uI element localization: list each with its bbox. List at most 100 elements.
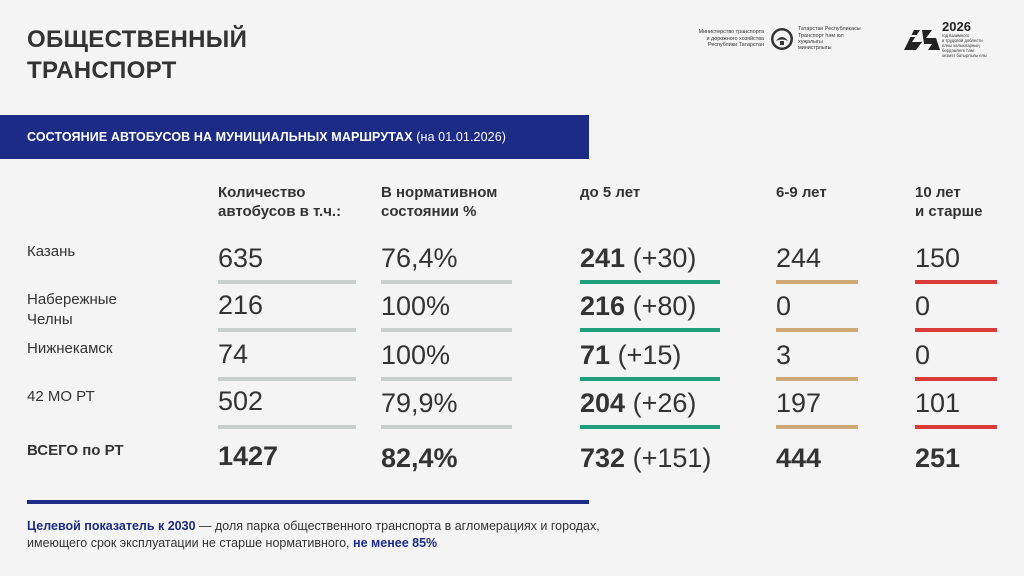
age5-value: 71 xyxy=(580,340,611,370)
cell-age69: 244 xyxy=(776,243,822,273)
cell-total-age69: 444 xyxy=(776,443,822,473)
cell-count: 74 xyxy=(218,339,249,369)
year-label: 2026 xyxy=(942,19,971,34)
cell-age69: 3 xyxy=(776,340,792,370)
row-label-line: Набережные xyxy=(27,291,117,308)
page-title-line-1: ОБЩЕСТВЕННЫЙ xyxy=(27,26,248,53)
year-2026-logo: 2026 год взаимного и трудовой доблести е… xyxy=(902,20,996,58)
note-target: не менее 85% xyxy=(353,536,438,550)
year-sub-line: бердәмлеге һәм xyxy=(942,48,974,53)
age5-delta: (+15) xyxy=(617,340,682,370)
age5-value: 732 xyxy=(580,443,626,473)
bar-age69 xyxy=(776,328,858,332)
section-banner: СОСТОЯНИЕ АВТОБУСОВ НА МУНИЦИАЛЬНЫХ МАРШ… xyxy=(0,115,589,159)
age5-value: 241 xyxy=(580,243,626,273)
cell-age10: 0 xyxy=(915,291,931,321)
year-sub-line: елны халыкларның xyxy=(942,43,980,48)
header-count: Количество автобусов в т.ч.: xyxy=(218,183,341,221)
header-age10-line: и старше xyxy=(915,203,983,220)
bar-age69 xyxy=(776,280,858,284)
cell-total-count: 1427 xyxy=(218,441,279,471)
year-subtitle: год взаимного и трудовой доблести елны х… xyxy=(942,33,996,58)
cell-age69: 0 xyxy=(776,291,792,321)
bar-norm xyxy=(381,377,512,381)
row-label-42mo: 42 МО РТ xyxy=(27,388,95,405)
cell-total-norm: 82,4% xyxy=(381,443,458,473)
bar-age10 xyxy=(915,280,997,284)
cell-age69: 197 xyxy=(776,388,822,418)
header-count-line: автобусов в т.ч.: xyxy=(218,203,342,220)
bar-count xyxy=(218,377,356,381)
bar-age10 xyxy=(915,328,997,332)
cell-age5: 204 (+26) xyxy=(580,388,696,418)
header-logos: Министерство транспорта и дорожного хозя… xyxy=(696,20,996,58)
year-sub-line: и трудовой доблести xyxy=(942,38,983,43)
divider-line xyxy=(27,500,589,504)
header-age69: 6-9 лет xyxy=(776,184,827,201)
header-norm-line: состоянии % xyxy=(381,203,477,220)
bar-age5 xyxy=(580,425,720,429)
row-label-line: Челны xyxy=(27,311,73,328)
cell-age5: 71 (+15) xyxy=(580,340,681,370)
bar-count xyxy=(218,280,356,284)
bar-count xyxy=(218,328,356,332)
ministry-ru-line: Министерство транспорта xyxy=(698,29,764,36)
age5-value: 204 xyxy=(580,388,626,418)
header-age10-line: 10 лет xyxy=(915,184,961,201)
cell-count: 635 xyxy=(218,243,264,273)
ministry-name-ru: Министерство транспорта и дорожного хозя… xyxy=(696,29,764,48)
bar-count xyxy=(218,425,356,429)
age5-delta: (+151) xyxy=(632,443,712,473)
ministry-tt-line: министрлыгы xyxy=(798,45,832,52)
banner-title: СОСТОЯНИЕ АВТОБУСОВ НА МУНИЦИАЛЬНЫХ МАРШ… xyxy=(27,130,413,144)
cell-total-age10: 251 xyxy=(915,443,961,473)
age5-delta: (+80) xyxy=(632,291,697,321)
bar-age69 xyxy=(776,425,858,429)
cell-age10: 0 xyxy=(915,340,931,370)
row-label-total: ВСЕГО по РТ xyxy=(27,442,124,459)
cell-total-age5: 732 (+151) xyxy=(580,443,711,473)
age5-delta: (+30) xyxy=(632,243,697,273)
cell-norm: 100% xyxy=(381,291,451,321)
bar-age10 xyxy=(915,425,997,429)
cell-age10: 150 xyxy=(915,243,961,273)
target-note: Целевой показатель к 2030 — доля парка о… xyxy=(27,518,607,552)
note-highlight: Целевой показатель к 2030 xyxy=(27,519,196,533)
cell-age10: 101 xyxy=(915,388,961,418)
cell-norm: 76,4% xyxy=(381,243,458,273)
ministry-tt-line: Татарстан Республикасы xyxy=(798,26,861,33)
row-label-nizhnekamsk: Нижнекамск xyxy=(27,340,113,357)
year-sub-line: год взаимного xyxy=(942,33,970,38)
header-norm: В нормативном состоянии % xyxy=(381,183,497,221)
ministry-name-tt: Татарстан Республикасы Транспорт һәм юл … xyxy=(798,26,864,52)
note-text: — доля парка общественного транспорта в … xyxy=(27,519,600,550)
age5-value: 216 xyxy=(580,291,626,321)
ministry-ru-line: Республики Татарстан xyxy=(707,42,764,49)
bar-norm xyxy=(381,280,512,284)
bar-norm xyxy=(381,328,512,332)
banner-date: (на 01.01.2026) xyxy=(416,130,507,144)
cell-age5: 216 (+80) xyxy=(580,291,696,321)
bar-age10 xyxy=(915,377,997,381)
year-logo-icon xyxy=(904,30,940,50)
ministry-ru-line: и дорожного хозяйства xyxy=(706,35,764,42)
cell-norm: 100% xyxy=(381,340,451,370)
cell-count: 216 xyxy=(218,290,264,320)
age5-delta: (+26) xyxy=(632,388,697,418)
cell-age5: 241 (+30) xyxy=(580,243,696,273)
cell-norm: 79,9% xyxy=(381,388,458,418)
bar-norm xyxy=(381,425,512,429)
year-sub-line: хезмәт батырлыгы елы xyxy=(942,53,987,58)
bar-age5 xyxy=(580,328,720,332)
bar-age5 xyxy=(580,377,720,381)
bar-age69 xyxy=(776,377,858,381)
header-norm-line: В нормативном xyxy=(381,184,498,201)
header-age5: до 5 лет xyxy=(580,184,641,201)
ministry-tt-line: Транспорт һәм юл хуҗалыгы xyxy=(798,32,844,45)
row-label-kazan: Казань xyxy=(27,243,76,260)
row-label-chelny: Набережные Челны xyxy=(27,290,117,330)
header-age10: 10 лет и старше xyxy=(915,183,982,221)
bar-age5 xyxy=(580,280,720,284)
page-title-line-2: ТРАНСПОРТ xyxy=(27,57,177,84)
header-count-line: Количество xyxy=(218,184,306,201)
